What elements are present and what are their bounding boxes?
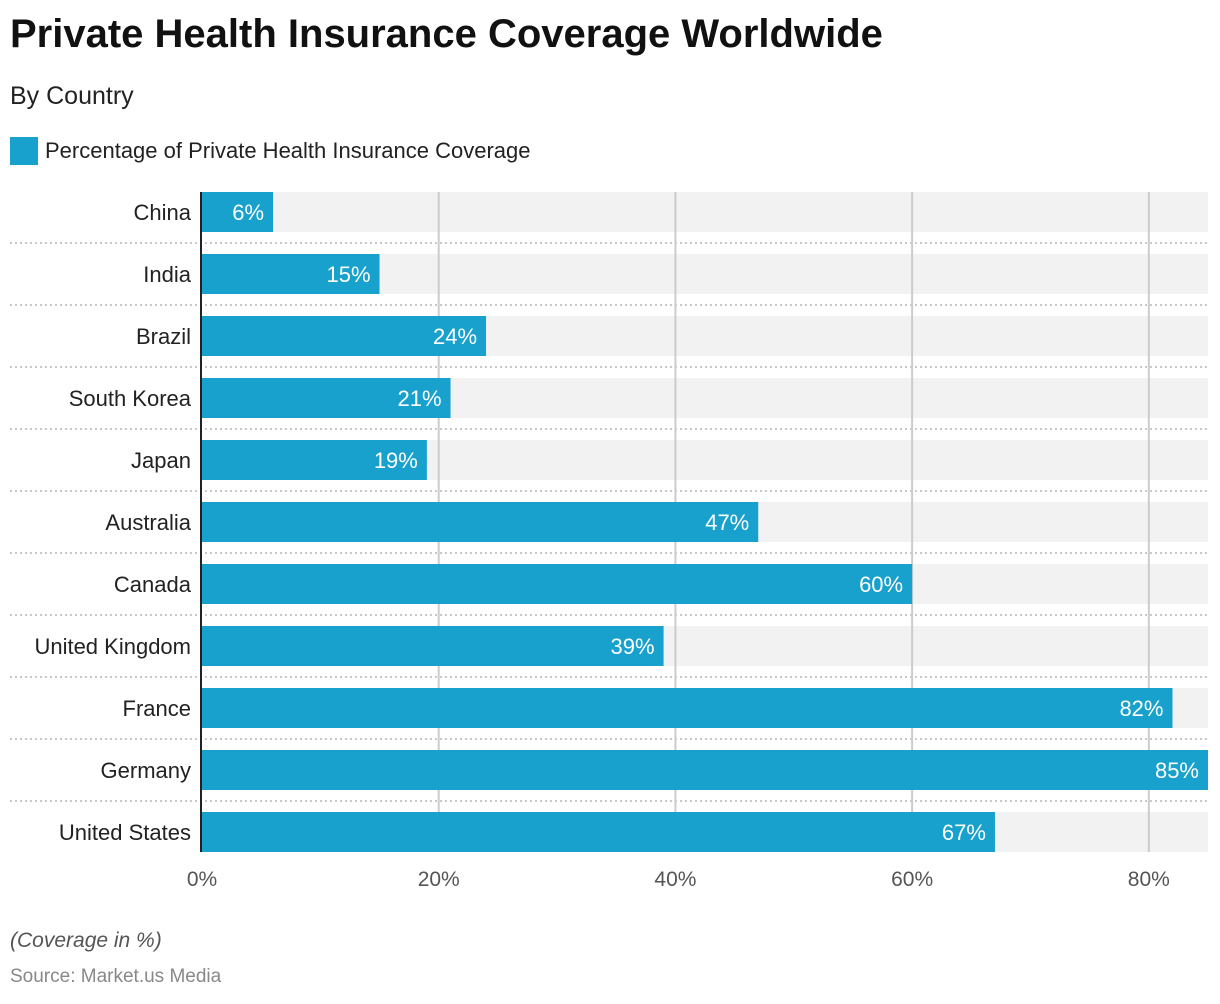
category-label: Germany — [101, 758, 191, 783]
legend-label: Percentage of Private Health Insurance C… — [45, 138, 531, 163]
category-label: China — [134, 200, 192, 225]
bar — [202, 626, 664, 666]
category-label: Brazil — [136, 324, 191, 349]
bar — [202, 254, 380, 294]
data-label: 67% — [942, 820, 986, 845]
data-label: 39% — [611, 634, 655, 659]
x-tick-label: 60% — [891, 868, 933, 891]
data-label: 85% — [1155, 758, 1199, 783]
legend: Percentage of Private Health Insurance C… — [10, 137, 531, 165]
x-tick-label: 20% — [418, 868, 460, 891]
data-label: 21% — [397, 386, 441, 411]
data-label: 47% — [705, 510, 749, 535]
bar — [202, 502, 759, 542]
x-tick-label: 0% — [187, 868, 217, 891]
data-label: 24% — [433, 324, 477, 349]
category-label: France — [123, 696, 191, 721]
data-label: 60% — [859, 572, 903, 597]
data-label: 82% — [1119, 696, 1163, 721]
data-label: 6% — [232, 200, 264, 225]
bar — [202, 564, 913, 604]
bar — [202, 688, 1173, 728]
bar-track — [202, 192, 1208, 232]
category-label: Australia — [105, 510, 191, 535]
x-tick-label: 40% — [654, 868, 696, 891]
bar — [202, 750, 1208, 790]
category-label: South Korea — [69, 386, 192, 411]
chart-title: Private Health Insurance Coverage Worldw… — [10, 12, 883, 56]
bar — [202, 316, 487, 356]
chart-subtitle: By Country — [10, 82, 134, 110]
chart-note: (Coverage in %) — [10, 929, 162, 952]
bar — [202, 192, 274, 232]
category-label: United Kingdom — [34, 634, 191, 659]
legend-swatch — [10, 137, 38, 165]
chart-source: Source: Market.us Media — [10, 966, 222, 987]
data-label: 19% — [374, 448, 418, 473]
category-label: United States — [59, 820, 191, 845]
bar — [202, 378, 451, 418]
category-label: India — [143, 262, 191, 287]
bar — [202, 440, 427, 480]
data-label: 15% — [326, 262, 370, 287]
category-label: Japan — [131, 448, 191, 473]
bar — [202, 812, 995, 852]
category-label: Canada — [114, 572, 192, 597]
x-tick-label: 80% — [1128, 868, 1170, 891]
